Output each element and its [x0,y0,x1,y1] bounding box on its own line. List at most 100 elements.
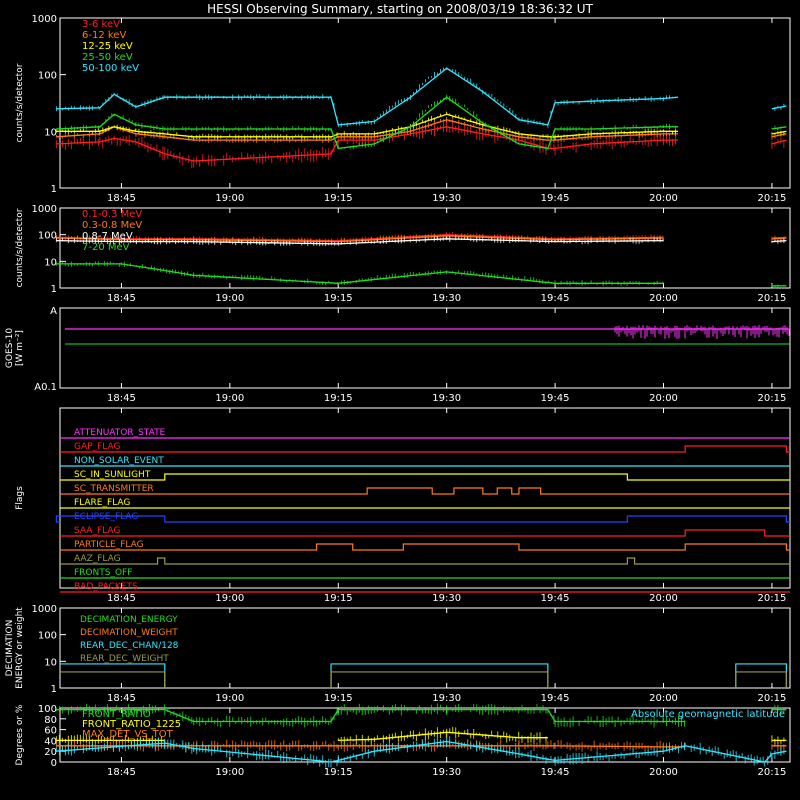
series-noise [55,736,785,768]
y-tick-label: 10 [44,127,57,138]
series-noise [55,111,785,140]
y-tick-label: 1 [51,684,57,695]
x-tick-label: 19:30 [432,693,461,704]
x-tick-label: 20:00 [649,767,678,778]
panel-1: counts/s/detector 18:45 19:00 19:15 19:30 19:… [15,14,791,204]
series-noise [55,261,785,289]
flag-line [55,515,790,523]
series-noise [55,703,785,728]
y-tick-label: 1000 [32,604,57,615]
series-noise [55,67,785,128]
panel-frame [59,707,791,763]
x-tick-label: 20:15 [758,193,787,204]
panel-5: DECIMATION ENERGY or weight 18:45 19:00 19:1… [5,604,791,704]
x-tick-label: 19:15 [324,593,353,604]
legend-entry: 0.8-7 MeV [82,231,133,242]
panel-frame [59,307,791,389]
panel-4: Flags 18:45 19:00 19:15 19:30 19:45 20:00 20:15… [15,407,791,604]
legend-entry: 0.3-0.8 MeV [82,220,142,231]
y-tick-label: 0 [51,758,57,769]
y-tick-label: 1 [51,284,57,295]
x-tick-label: 19:30 [432,293,461,304]
flag-line [60,473,790,481]
y-tick-label: 100 [38,704,57,715]
flag-label: ATTENUATOR_STATE [74,428,166,438]
x-tick-label: 19:45 [541,767,570,778]
y-axis-label: counts/s/detector [15,63,25,142]
flag-label: SAA_FLAG [74,526,120,536]
y-tick-label: 80 [44,715,57,726]
x-tick-label: 19:45 [541,693,570,704]
x-tick-label: 18:45 [107,393,136,404]
x-tick-label: 19:30 [432,767,461,778]
x-tick-label: 20:15 [758,393,787,404]
y-tick-label: 100 [38,231,57,242]
x-tick-label: 19:00 [215,293,244,304]
y-tick-label: 10 [44,657,57,668]
annotation: Absolute geomagnetic latitude [631,709,785,720]
flag-label: SC_IN_SUNLIGHT [74,470,151,480]
flag-label: NON_SOLAR_EVENT [74,456,164,466]
x-tick-label: 20:00 [649,593,678,604]
x-tick-label: 18:45 [107,693,136,704]
y-tick-label: 40 [44,736,57,747]
x-tick-label: 19:00 [215,693,244,704]
y-tick-label: 10 [44,257,57,268]
x-tick-label: 20:15 [758,593,787,604]
x-tick-label: 20:15 [758,693,787,704]
y-axis-label: ENERGY or weight [15,607,25,689]
y-axis-label: [W m⁻²] [15,330,25,366]
x-tick-label: 19:15 [324,293,353,304]
series-noise [614,325,790,339]
series-noise [55,117,785,144]
series-line [56,67,787,126]
x-tick-label: 20:00 [649,293,678,304]
x-tick-label: 20:00 [649,193,678,204]
y-tick-label: 100 [38,631,57,642]
y-tick-label: 20 [44,747,57,758]
legend-entry: REAR_DEC_WEIGHT [80,654,169,664]
series-noise [55,94,785,151]
x-tick-label: 19:30 [432,593,461,604]
legend-entry: 0.1-0.3 MeV [82,209,142,220]
x-tick-label: 20:15 [758,767,787,778]
flag-line [60,529,790,537]
flag-label: ECLIPSE_FLAG [74,512,138,522]
legend-entry: FRONT_RATIO_1225 [82,719,181,730]
legend-entry: 3-6 keV [82,19,120,30]
legend-entry: 25-50 keV [82,52,133,63]
flag-label: GAP_FLAG [74,442,120,452]
y-tick-label: A0.1 [34,382,57,393]
x-tick-label: 19:45 [541,293,570,304]
y-tick-label: A [50,306,57,317]
x-tick-label: 19:30 [432,193,461,204]
legend-entry: REAR_DEC_CHAN/128 [80,641,179,651]
flag-line [60,445,790,453]
series-line [60,663,787,688]
series-line [56,745,787,748]
x-tick-label: 20:00 [649,393,678,404]
x-tick-label: 18:45 [107,193,136,204]
y-axis-label: counts/s/detector [15,208,25,287]
flag-label: BAD_PACKETS [74,582,138,592]
x-tick-label: 20:00 [649,693,678,704]
x-tick-label: 18:45 [107,593,136,604]
y-axis-label: Flags [15,486,25,510]
x-tick-label: 19:00 [215,593,244,604]
legend-entry: 50-100 keV [82,63,139,74]
panel-frame [59,207,791,289]
x-tick-label: 19:00 [215,393,244,404]
x-tick-label: 19:00 [215,193,244,204]
legend-entry: FRONT_RATIO [82,709,151,720]
series-line [60,671,787,688]
x-tick-label: 19:45 [541,193,570,204]
flag-label: PARTICLE_FLAG [74,540,144,550]
series-line [56,263,787,287]
x-tick-label: 19:30 [432,393,461,404]
chart-title: HESSI Observing Summary, starting on 200… [207,2,593,16]
legend-entry: MAX_DET_VS_TOT [82,729,174,740]
flag-label: SC_TRANSMITTER [74,484,154,494]
legend-entry: 6-12 keV [82,30,126,41]
x-tick-label: 18:45 [107,293,136,304]
